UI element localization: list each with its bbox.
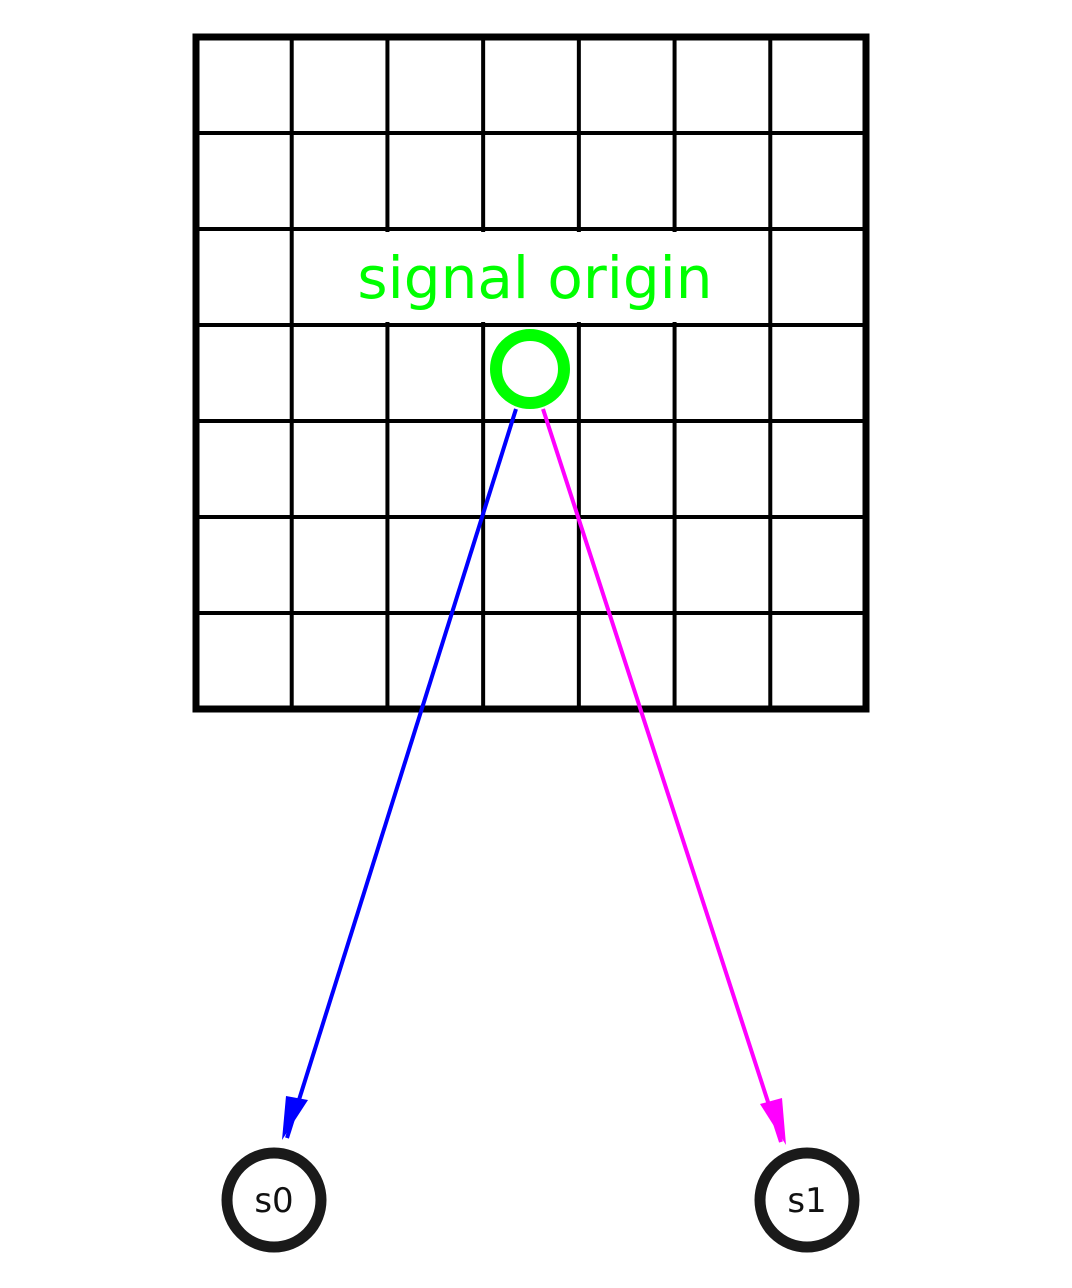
node-s0-label: s0 bbox=[254, 1181, 293, 1221]
arrowhead-s1 bbox=[760, 1098, 786, 1145]
edge-origin-s1 bbox=[541, 408, 783, 1143]
node-s1-label: s1 bbox=[787, 1181, 826, 1221]
node-s1-circle bbox=[754, 1147, 860, 1253]
arrowhead-s0 bbox=[282, 1096, 308, 1140]
origin-label-background bbox=[342, 232, 740, 322]
grid bbox=[192, 33, 870, 713]
edge-origin-s0 bbox=[285, 408, 518, 1139]
node-s1: s1 bbox=[754, 1147, 860, 1253]
origin-marker bbox=[490, 329, 570, 409]
grid-border bbox=[192, 33, 870, 713]
node-s0: s0 bbox=[221, 1147, 327, 1253]
node-s0-circle bbox=[221, 1147, 327, 1253]
origin-label: signal origin bbox=[357, 244, 712, 312]
